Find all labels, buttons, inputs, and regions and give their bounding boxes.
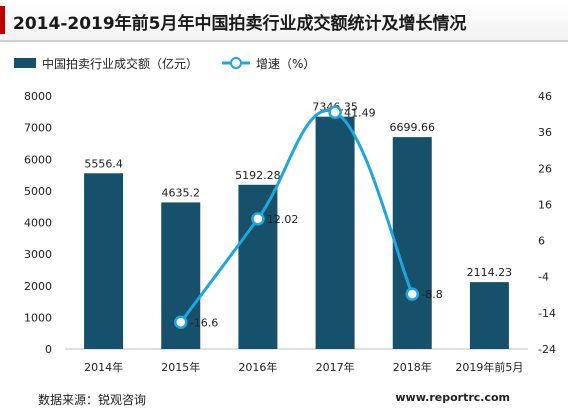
x-tick-label: 2019年前5月	[455, 360, 523, 374]
bar	[315, 116, 355, 349]
bar-value-label: 6699.66	[390, 121, 436, 134]
legend-label-line: 增速（%）	[256, 57, 315, 71]
y-left-tick-label: 8000	[24, 90, 52, 103]
y-left-tick-label: 2000	[24, 280, 52, 293]
y-left-tick-label: 4000	[24, 217, 52, 230]
line-point	[251, 212, 265, 226]
bar	[238, 184, 278, 349]
x-tick-label: 2018年	[393, 360, 432, 374]
line-point	[405, 287, 419, 301]
y-right-tick-label: 6	[538, 235, 545, 248]
line-value-label: 41.49	[344, 106, 376, 119]
y-right-tick-label: -24	[538, 343, 556, 356]
y-left-tick-label: 7000	[24, 122, 52, 135]
line-value-label: -8.8	[421, 288, 442, 301]
y-left-tick-label: 6000	[24, 153, 52, 166]
title-divider	[0, 40, 568, 42]
legend-swatch-bar	[14, 58, 36, 68]
bar	[392, 137, 432, 349]
legend-label-bar: 中国拍卖行业成交额（亿元）	[42, 56, 198, 71]
growth-line	[179, 108, 414, 324]
line-value-label: -16.6	[190, 316, 218, 329]
bar-value-label: 2114.23	[467, 266, 513, 279]
title-accent-bar	[0, 6, 5, 34]
source-note: 数据来源：锐观咨询	[38, 393, 147, 407]
bar	[84, 173, 124, 349]
bar-value-label: 5556.4	[84, 157, 123, 170]
y-right-tick-label: 16	[538, 198, 552, 211]
y-right-tick-label: 46	[538, 90, 552, 103]
line-value-labels: -16.6 12.02 41.49 -8.8	[190, 106, 443, 329]
y-left-tick-label: 5000	[24, 185, 52, 198]
x-tick-label: 2014年	[84, 360, 123, 374]
bar-series	[84, 116, 509, 349]
axes: 0 1000 2000 3000 4000 5000 6000 7000 8000 -24 -14 -…	[24, 90, 556, 374]
website-url[interactable]: www.reportrc.com	[395, 391, 510, 404]
title-bar: 2014-2019年前5月年中国拍卖行业成交额统计及增长情况	[0, 0, 568, 40]
line-series	[174, 105, 419, 330]
line-value-label: 12.02	[267, 213, 299, 226]
x-tick-label: 2015年	[161, 360, 200, 374]
y-left-tick-label: 3000	[24, 248, 52, 261]
x-tick-label: 2016年	[238, 360, 277, 374]
y-right-tick-label: 36	[538, 126, 552, 139]
chart-title: 2014-2019年前5月年中国拍卖行业成交额统计及增长情况	[13, 14, 467, 34]
y-left-tick-label: 0	[45, 343, 52, 356]
line-point	[328, 105, 342, 120]
chart-area: 中国拍卖行业成交额（亿元） 增速（%） 0 1000 2000 3000 4000 5000…	[14, 56, 556, 374]
bar	[469, 282, 509, 349]
y-right-tick-label: 26	[538, 162, 552, 175]
legend: 中国拍卖行业成交额（亿元） 增速（%）	[14, 56, 315, 71]
line-point	[174, 315, 188, 330]
y-right-tick-label: -4	[538, 271, 549, 284]
bar-value-label: 5192.28	[235, 169, 281, 182]
y-right-tick-label: -14	[538, 307, 556, 320]
x-tick-label: 2017年	[316, 360, 355, 374]
bar-value-label: 4635.2	[162, 186, 201, 199]
legend-marker-line	[230, 57, 242, 69]
y-left-tick-label: 1000	[24, 311, 52, 324]
